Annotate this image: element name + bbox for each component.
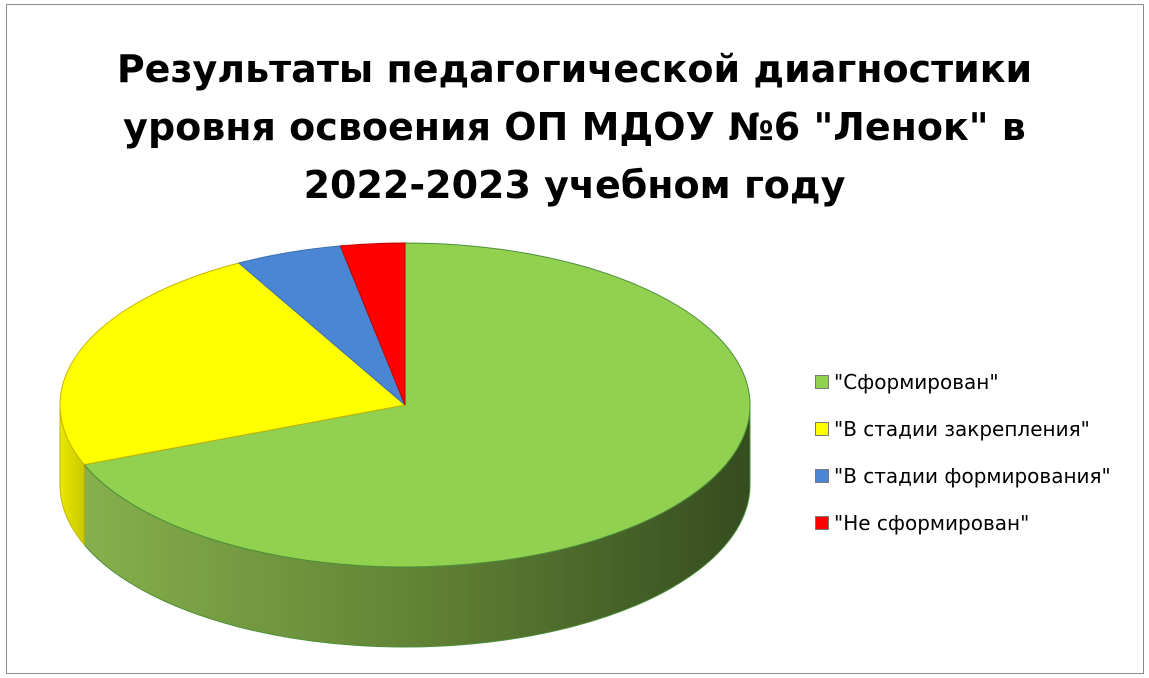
legend-swatch-yellow	[815, 421, 829, 436]
legend-label: "В стадии формирования"	[834, 463, 1111, 488]
legend-label: "Сформирован"	[834, 369, 999, 394]
pie-slice-sformirovan	[83, 242, 751, 568]
legend-label: "В стадии закрепления"	[834, 416, 1090, 441]
chart-title-line-3: 2022-2023 учебном году	[303, 163, 846, 207]
pie-slice-zakreplenie	[59, 262, 407, 466]
chart-title-line-1: Результаты педагогической диагностики	[116, 47, 1033, 91]
pie-slice-ne-sformirovan	[339, 242, 406, 406]
legend-item-formirovanie: "В стадии формирования"	[815, 452, 1111, 499]
legend: "Сформирован" "В стадии закрепления" "В …	[815, 358, 1111, 546]
legend-swatch-red	[815, 515, 829, 530]
legend-label: "Не сформирован"	[834, 510, 1030, 535]
legend-item-zakreplenie: "В стадии закрепления"	[815, 405, 1111, 452]
legend-item-sformirovan: "Сформирован"	[815, 358, 1111, 405]
chart-title-line-2: уровня освоения ОП МДОУ №6 "Ленок" в	[123, 105, 1026, 149]
pie-tops	[59, 242, 751, 568]
chart-title: Результаты педагогической диагностики ур…	[0, 40, 1149, 214]
legend-item-ne-sformirovan: "Не сформирован"	[815, 499, 1111, 546]
legend-swatch-blue	[815, 468, 829, 483]
legend-swatch-green	[815, 374, 829, 389]
